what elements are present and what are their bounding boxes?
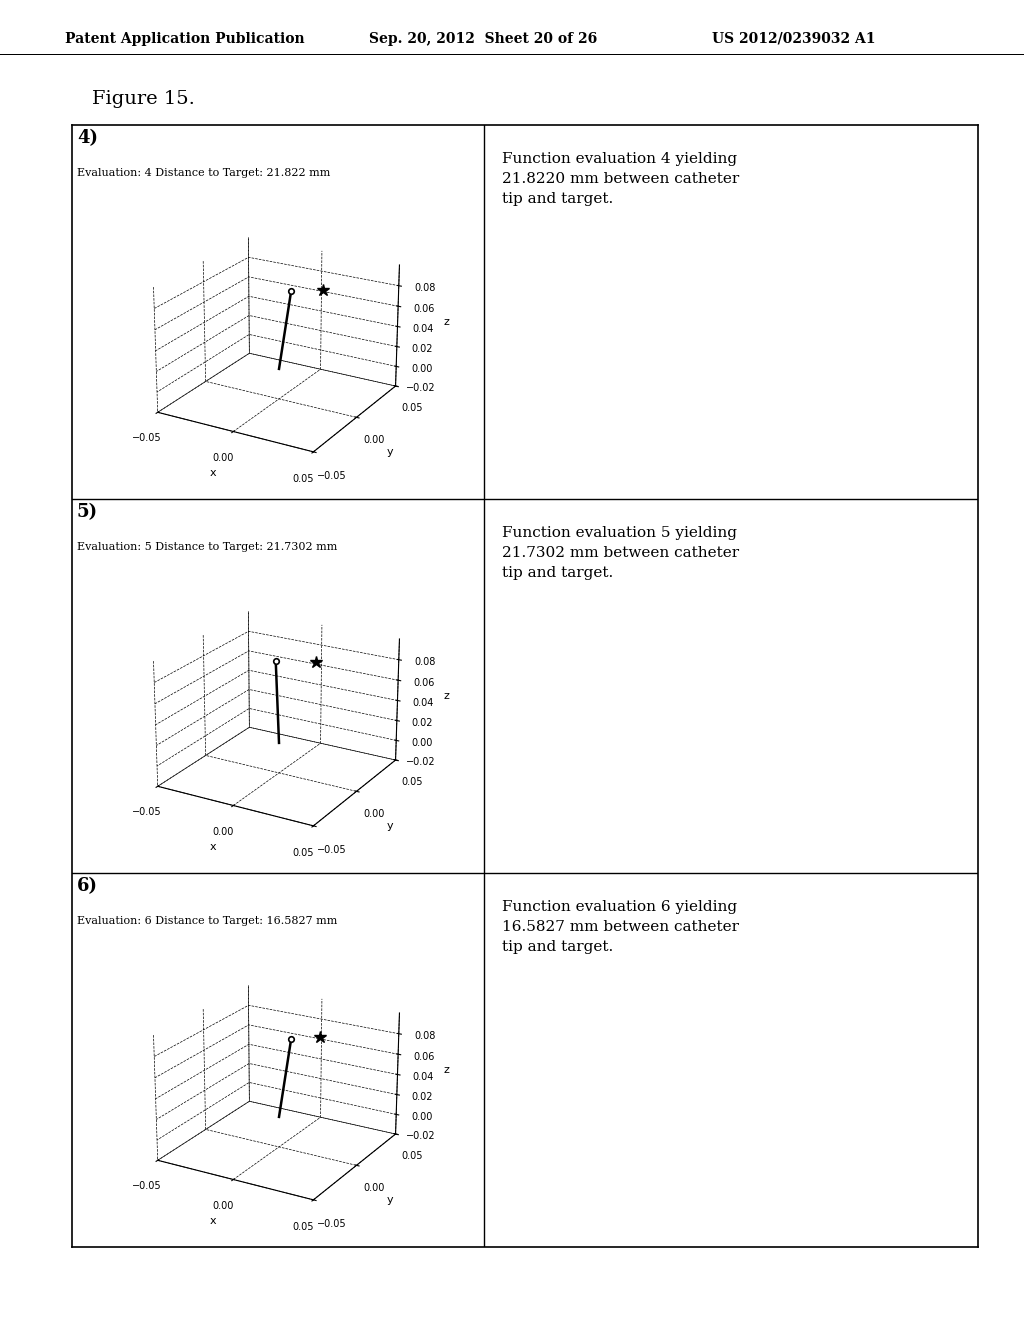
Text: Function evaluation 4 yielding
21.8220 mm between catheter
tip and target.: Function evaluation 4 yielding 21.8220 m… xyxy=(503,152,739,206)
Text: Patent Application Publication: Patent Application Publication xyxy=(65,32,304,46)
X-axis label: x: x xyxy=(210,469,216,478)
Text: Evaluation: 6 Distance to Target: 16.5827 mm: Evaluation: 6 Distance to Target: 16.582… xyxy=(77,916,337,925)
Y-axis label: y: y xyxy=(387,446,393,457)
X-axis label: x: x xyxy=(210,842,216,853)
X-axis label: x: x xyxy=(210,1216,216,1226)
Text: Function evaluation 5 yielding
21.7302 mm between catheter
tip and target.: Function evaluation 5 yielding 21.7302 m… xyxy=(503,525,739,579)
Y-axis label: y: y xyxy=(387,821,393,830)
Text: Function evaluation 6 yielding
16.5827 mm between catheter
tip and target.: Function evaluation 6 yielding 16.5827 m… xyxy=(503,900,739,954)
Text: 5): 5) xyxy=(77,503,98,521)
Text: Evaluation: 5 Distance to Target: 21.7302 mm: Evaluation: 5 Distance to Target: 21.730… xyxy=(77,541,337,552)
Text: Evaluation: 4 Distance to Target: 21.822 mm: Evaluation: 4 Distance to Target: 21.822… xyxy=(77,168,330,178)
Text: 4): 4) xyxy=(77,129,98,148)
Text: 6): 6) xyxy=(77,878,98,895)
Text: US 2012/0239032 A1: US 2012/0239032 A1 xyxy=(712,32,876,46)
Y-axis label: y: y xyxy=(387,1195,393,1205)
Text: Figure 15.: Figure 15. xyxy=(92,90,195,108)
Text: Sep. 20, 2012  Sheet 20 of 26: Sep. 20, 2012 Sheet 20 of 26 xyxy=(369,32,597,46)
